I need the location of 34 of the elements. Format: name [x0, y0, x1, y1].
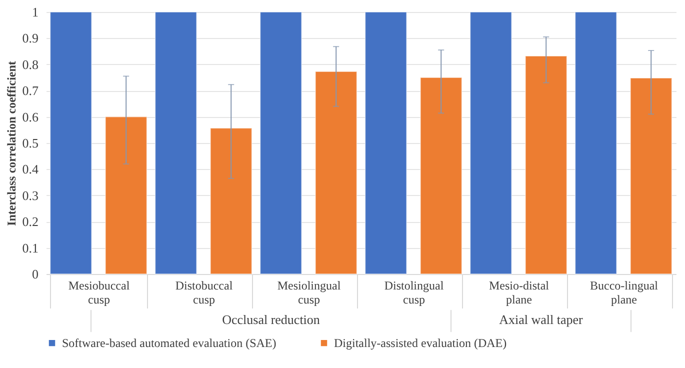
y-tick-label: 0.6 [22, 109, 39, 124]
y-tick-label: 0.7 [22, 83, 39, 98]
legend-label: Software-based automated evaluation (SAE) [62, 336, 276, 350]
legend-label: Digitally-assisted evaluation (DAE) [334, 336, 507, 350]
text: Axial wall taper [499, 312, 584, 327]
bar [524, 56, 568, 274]
y-tick-label: 0.1 [22, 240, 38, 256]
y-tick-label: 0.3 [22, 188, 38, 203]
bar [210, 128, 252, 274]
bar [630, 78, 672, 274]
y-axis-title: Interclass correlation coefficient [4, 61, 18, 226]
y-tick-label: 0.2 [22, 214, 38, 230]
y-tick-label: 0.8 [22, 56, 38, 72]
x-tick-label: Mesiolingual cusp [277, 278, 342, 306]
y-tick-label: 0 [32, 266, 38, 282]
bar [104, 116, 148, 274]
y-tick-label: 0.5 [22, 136, 38, 150]
bar [574, 12, 618, 274]
x-tick-label: Distolingual cusp [384, 278, 444, 306]
x-tick-label: Bucco-lingual plane [590, 278, 659, 306]
y-tick-label: 0.4 [22, 162, 39, 177]
x-tick-label: Mesio-distal plane [489, 278, 550, 306]
bar [50, 12, 92, 274]
bar [314, 70, 358, 274]
y-tick-label: 0.9 [22, 30, 38, 46]
x-tick-label: Mesiobuccal cusp [68, 278, 130, 306]
bar [154, 12, 198, 274]
bar [260, 12, 302, 274]
bar [420, 77, 462, 274]
text: Occlusal reduction [222, 312, 320, 327]
y-tick-label: 1 [32, 4, 38, 20]
bar [470, 12, 512, 274]
x-tick-label: Distobuccal cusp [175, 278, 234, 306]
bar [364, 12, 408, 274]
